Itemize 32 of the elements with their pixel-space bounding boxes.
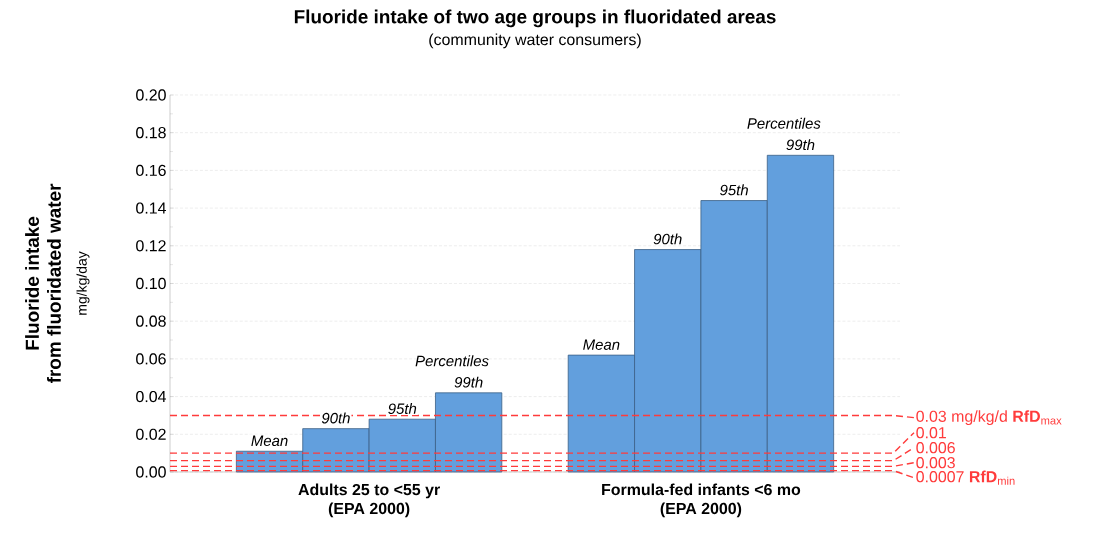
y-tick-label: 0.16 xyxy=(136,164,166,177)
series-label: Mean xyxy=(583,339,620,350)
y-tick-label: 0.14 xyxy=(136,202,167,214)
y-tick-label: 0.18 xyxy=(136,127,166,139)
text: Mean xyxy=(251,435,288,447)
y-tick-label: 0.00 xyxy=(136,466,166,478)
text: 90th xyxy=(653,233,682,245)
series-label: 95th xyxy=(388,403,417,414)
annotation: Percentiles xyxy=(415,355,489,367)
y-tick-label: 0.10 xyxy=(136,277,166,290)
y-tick-label: 0.06 xyxy=(136,353,166,365)
y-tick-label: 0.02 xyxy=(136,428,166,440)
y-axis-title: Fluoride intake from fluoridated water xyxy=(25,183,61,384)
ref-line-label: 0.03 mg/kg/d RfD$_{max}$ xyxy=(916,410,1062,426)
chart-subtitle: (community water consumers) xyxy=(429,33,641,49)
y-tick-label: 0.20 xyxy=(136,89,166,101)
series-label: 99th xyxy=(786,139,815,151)
x-tick-label: Formula-fed infants <6 mo (EPA 2000) xyxy=(602,483,801,518)
ref-line-label: 0.006 xyxy=(916,442,955,454)
y-tick-label: 0.08 xyxy=(136,315,166,327)
ref-line-label: 0.01 xyxy=(916,427,946,439)
ref-line-label: 0.0007 RfD$_{min}$ xyxy=(916,470,1015,485)
annotation: Percentiles xyxy=(747,117,821,129)
y-tick-label: 0.12 xyxy=(136,240,166,252)
x-tick-label: Adults 25 to <55 yr (EPA 2000) xyxy=(298,483,440,518)
series-label: 90th xyxy=(321,412,350,424)
text: mg/kg/day xyxy=(76,251,90,315)
chart-title: Fluoride intake of two age groups in fluoridated areas xyxy=(294,9,776,28)
y-tick-label: 0.04 xyxy=(136,390,167,403)
ref-line-label: 0.003 xyxy=(916,457,955,469)
text: 99th xyxy=(454,376,483,388)
text: 95th xyxy=(720,184,748,196)
